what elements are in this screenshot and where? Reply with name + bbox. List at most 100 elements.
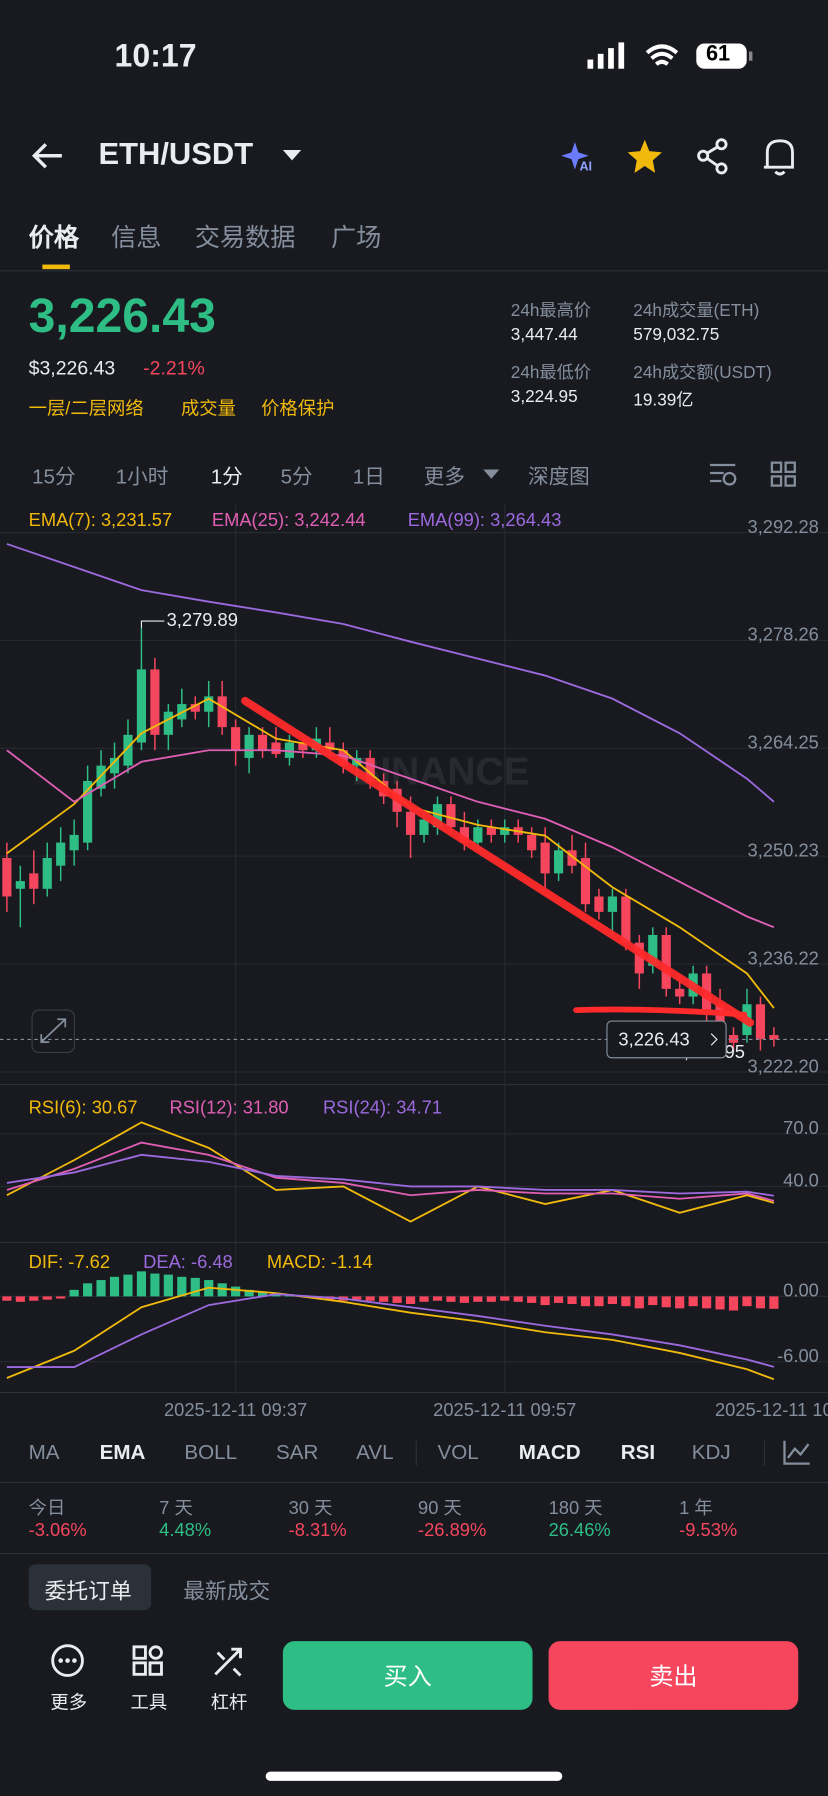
candle-body bbox=[405, 811, 416, 835]
candle-body bbox=[244, 734, 254, 758]
candle-body bbox=[83, 781, 93, 843]
tab[interactable]: 交易数据 bbox=[194, 223, 296, 252]
order-tab[interactable]: 委托订单 bbox=[44, 1580, 132, 1605]
price-tag[interactable]: 成交量 bbox=[180, 399, 236, 420]
back-button[interactable] bbox=[30, 140, 67, 172]
expand-button[interactable] bbox=[31, 1009, 76, 1054]
legend: EMA(7): 3,231.57 bbox=[29, 509, 173, 530]
separator bbox=[763, 1440, 766, 1466]
tab[interactable]: 价格 bbox=[28, 223, 80, 252]
pair-title[interactable]: ETH/USDT bbox=[98, 136, 254, 171]
macd-bar bbox=[42, 1296, 52, 1300]
candle-body bbox=[527, 834, 537, 851]
svg-text:AI: AI bbox=[579, 160, 592, 174]
price-tag[interactable]: 一层/二层网络 bbox=[28, 399, 144, 420]
indicator-tab[interactable]: EMA bbox=[99, 1440, 146, 1464]
tool-label[interactable]: 杠杆 bbox=[210, 1693, 248, 1714]
macd-bar bbox=[580, 1296, 591, 1307]
indicator-tab[interactable]: MACD bbox=[518, 1440, 581, 1464]
y-tick-label: 3,236.22 bbox=[748, 947, 819, 968]
interval[interactable]: 5分 bbox=[280, 464, 313, 488]
candle-body bbox=[540, 842, 550, 874]
battery-level: 61 bbox=[705, 42, 731, 67]
tab[interactable]: 广场 bbox=[330, 223, 382, 252]
candle-body bbox=[257, 734, 268, 751]
candle-body bbox=[325, 742, 335, 751]
period: 30 天 bbox=[288, 1499, 333, 1519]
indicator-tab[interactable]: MA bbox=[28, 1440, 60, 1464]
macd-bar bbox=[244, 1289, 254, 1297]
stat-label: 24h最低价 bbox=[510, 363, 591, 383]
tool-label[interactable]: 工具 bbox=[130, 1693, 168, 1714]
interval[interactable]: 1分 bbox=[210, 464, 243, 488]
stat-value: 579,032.75 bbox=[633, 325, 720, 345]
macd-bar bbox=[365, 1296, 375, 1301]
kline-chart: 3,292.28 3,278.26 3,264.25 3,250.23 3,236.22… bbox=[0, 503, 828, 1426]
stat-value: 19.39亿 bbox=[633, 390, 694, 410]
macd-bar bbox=[527, 1296, 537, 1303]
macd-bar bbox=[567, 1296, 577, 1304]
period-change: -9.53% bbox=[679, 1520, 738, 1541]
indicator-tab[interactable]: SAR bbox=[276, 1440, 319, 1464]
macd-bar bbox=[379, 1296, 389, 1302]
indicator-settings[interactable] bbox=[782, 1438, 812, 1465]
indicator-line bbox=[6, 1286, 775, 1381]
x-tick-label: 2025-12-11 09:37 bbox=[164, 1399, 307, 1420]
indicator-tab[interactable]: KDJ bbox=[691, 1440, 731, 1464]
candle-body bbox=[284, 742, 295, 758]
y-tick-label: 3,222.20 bbox=[748, 1055, 819, 1076]
indicator-tab[interactable]: VOL bbox=[437, 1440, 479, 1464]
period: 90 天 bbox=[418, 1499, 462, 1519]
legend: RSI(6): 30.67 bbox=[29, 1096, 138, 1117]
divider bbox=[0, 270, 828, 272]
macd-bar bbox=[634, 1296, 644, 1309]
order-tab-active bbox=[28, 1564, 152, 1611]
candle-body bbox=[728, 1035, 739, 1043]
legend: RSI(12): 31.80 bbox=[169, 1096, 288, 1117]
period-change: -26.89% bbox=[418, 1520, 487, 1541]
header-icons[interactable]: AI bbox=[557, 135, 803, 181]
macd-bar bbox=[69, 1289, 79, 1297]
indicator-tab[interactable]: AVL bbox=[356, 1440, 394, 1464]
macd-bar bbox=[742, 1296, 752, 1307]
macd-bar bbox=[352, 1296, 362, 1300]
buy-button[interactable]: 买入 bbox=[282, 1641, 533, 1710]
interval[interactable]: 深度图 bbox=[527, 464, 590, 488]
indicator-tab[interactable]: BOLL bbox=[184, 1440, 238, 1464]
tool-icons bbox=[51, 1644, 242, 1677]
interval[interactable]: 1日 bbox=[352, 464, 385, 488]
macd-bar bbox=[728, 1296, 739, 1311]
macd-bar bbox=[419, 1296, 429, 1302]
interval[interactable]: 更多 bbox=[423, 464, 465, 488]
candle-body bbox=[217, 696, 227, 728]
candle-body bbox=[580, 857, 591, 905]
candle-body bbox=[473, 827, 483, 843]
price-tag[interactable]: 价格保护 bbox=[261, 399, 335, 420]
candle-body bbox=[42, 857, 52, 889]
usd-price: $3,226.43 bbox=[28, 357, 116, 380]
tab[interactable]: 信息 bbox=[111, 223, 162, 252]
macd-bar bbox=[473, 1296, 483, 1302]
indicator-line bbox=[6, 1121, 775, 1223]
y-tick-label: -6.00 bbox=[777, 1345, 819, 1366]
candle-body bbox=[271, 742, 281, 755]
candle-body bbox=[298, 742, 308, 751]
chart-settings-icons[interactable] bbox=[708, 459, 800, 489]
high-label: 3,279.89 bbox=[167, 609, 238, 630]
indicator-line bbox=[6, 1141, 775, 1202]
macd-bar bbox=[83, 1283, 93, 1297]
period: 1 年 bbox=[679, 1499, 713, 1519]
interval[interactable]: 1小时 bbox=[115, 464, 169, 488]
order-tab[interactable]: 最新成交 bbox=[183, 1580, 271, 1605]
macd-bar bbox=[392, 1296, 402, 1303]
interval[interactable]: 15分 bbox=[32, 464, 76, 488]
macd-bar bbox=[594, 1296, 604, 1307]
candle-body bbox=[29, 873, 39, 889]
tool-label[interactable]: 更多 bbox=[50, 1693, 88, 1714]
sell-button[interactable]: 卖出 bbox=[548, 1641, 799, 1710]
macd-bar bbox=[217, 1283, 227, 1297]
candle-body bbox=[634, 942, 644, 974]
last-price-label: 3,226.43 bbox=[618, 1028, 689, 1049]
indicator-tab[interactable]: RSI bbox=[620, 1440, 656, 1464]
